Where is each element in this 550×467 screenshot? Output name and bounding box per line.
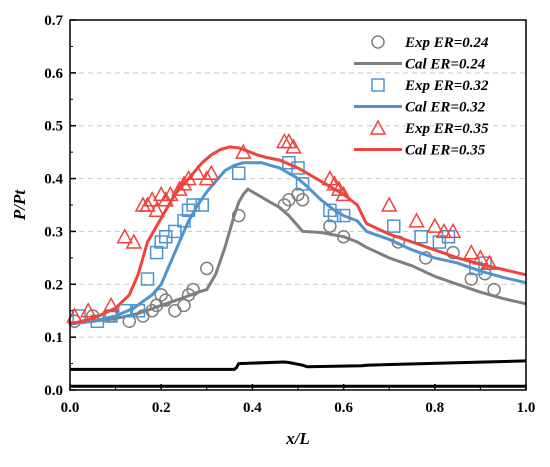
point-exp-er-0-32	[231, 166, 246, 181]
point-exp-er-0-24	[200, 261, 214, 276]
point-exp-er-0-35	[175, 175, 193, 191]
series-line-cal-er-0-32	[69, 161, 527, 326]
point-exp-er-0-32	[295, 177, 310, 191]
point-exp-er-0-32	[140, 272, 155, 286]
point-exp-er-0-32	[414, 229, 428, 244]
point-exp-er-0-35	[203, 164, 220, 181]
x-axis-label: x/L	[285, 429, 310, 448]
point-exp-er-0-35	[444, 222, 462, 239]
point-exp-er-0-32	[336, 208, 351, 223]
point-exp-er-0-35	[435, 222, 453, 239]
y-tick-label: 0.3	[44, 224, 63, 240]
point-exp-er-0-35	[125, 233, 143, 249]
x-tick-label: 0.6	[334, 400, 353, 416]
y-tick-label: 0.7	[44, 13, 63, 29]
legend: Exp ER=0.24 Cal ER=0.24 Exp ER=0.32 Cal ER=…	[354, 35, 489, 159]
point-exp-er-0-35	[463, 243, 480, 260]
point-exp-er-0-35	[148, 201, 165, 218]
point-exp-er-0-35	[157, 191, 175, 207]
series-line-cal-er-0-24	[69, 187, 527, 326]
x-tick-label: 0.2	[152, 400, 171, 416]
point-exp-er-0-24	[323, 219, 337, 233]
point-exp-er-0-32	[291, 161, 305, 175]
legend-label-exp-er-0-35: Exp ER=0.35	[404, 121, 489, 137]
series-layer	[66, 132, 527, 388]
y-tick-label: 0.1	[44, 330, 63, 346]
x-tick-label: 0.8	[425, 400, 444, 416]
y-tick-label: 0.2	[44, 277, 63, 293]
legend-swatch-exp-er-0-35	[369, 119, 387, 135]
point-exp-er-0-35	[380, 196, 398, 212]
point-exp-er-0-35	[116, 228, 133, 244]
legend-label-exp-er-0-32: Exp ER=0.32	[404, 78, 489, 94]
legend-label-exp-er-0-24: Exp ER=0.24	[404, 35, 489, 51]
x-tick-label: 0.0	[61, 400, 80, 416]
x-tick-label: 0.4	[243, 400, 262, 416]
point-exp-er-0-32	[387, 219, 401, 233]
legend-swatch-exp-er-0-24	[371, 35, 385, 49]
point-exp-er-0-35	[139, 196, 156, 212]
y-tick-label: 0.5	[44, 119, 63, 135]
point-exp-er-0-35	[79, 302, 97, 318]
y-axis-label: P/Pt	[10, 189, 29, 221]
point-exp-er-0-32	[168, 224, 182, 239]
y-tick-label: 0.6	[44, 66, 63, 82]
series-line-geometry-6	[70, 359, 527, 371]
point-exp-er-0-35	[408, 212, 425, 228]
point-exp-er-0-32	[149, 245, 164, 260]
legend-swatch-exp-er-0-32	[371, 78, 385, 92]
legend-label-cal-er-0-32: Cal ER=0.32	[405, 100, 486, 116]
point-exp-er-0-24	[168, 303, 182, 318]
point-exp-er-0-35	[285, 138, 302, 154]
point-exp-er-0-35	[171, 180, 188, 196]
y-tick-label: 0.4	[44, 172, 63, 188]
x-tick-label: 1.0	[517, 400, 536, 416]
point-exp-er-0-24	[464, 272, 479, 286]
point-exp-er-0-35	[198, 169, 216, 186]
point-exp-er-0-24	[446, 245, 460, 260]
series-line-cal-er-0-35	[69, 145, 527, 326]
legend-label-cal-er-0-24: Cal ER=0.24	[405, 57, 486, 73]
point-exp-er-0-24	[295, 192, 310, 207]
point-exp-er-0-24	[159, 293, 173, 307]
y-tick-label: 0.0	[44, 383, 63, 399]
point-exp-er-0-35	[481, 254, 498, 270]
legend-label-cal-er-0-35: Cal ER=0.35	[405, 143, 486, 159]
point-exp-er-0-35	[426, 217, 444, 233]
axes: 0.0 0.1 0.2 0.3 0.4 0.5 0.6 0.7 0.0 0.2 0.4 0.6 0.8 1…	[44, 13, 535, 416]
